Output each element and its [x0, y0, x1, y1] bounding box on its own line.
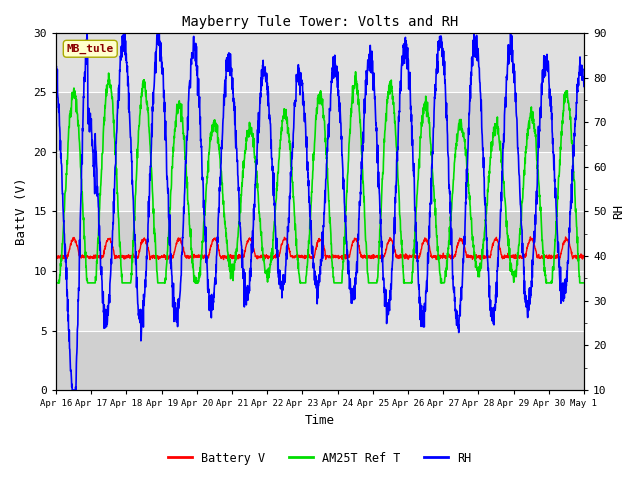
Bar: [56, 152, 584, 212]
Bar: [56, 212, 584, 271]
Y-axis label: RH: RH: [612, 204, 625, 219]
Bar: [56, 271, 584, 331]
Text: MB_tule: MB_tule: [67, 44, 114, 54]
Y-axis label: BattV (V): BattV (V): [15, 178, 28, 245]
Bar: [56, 331, 584, 390]
X-axis label: Time: Time: [305, 414, 335, 427]
Legend: Battery V, AM25T Ref T, RH: Battery V, AM25T Ref T, RH: [164, 447, 476, 469]
Title: Mayberry Tule Tower: Volts and RH: Mayberry Tule Tower: Volts and RH: [182, 15, 458, 29]
Bar: [56, 93, 584, 152]
Bar: [56, 33, 584, 93]
